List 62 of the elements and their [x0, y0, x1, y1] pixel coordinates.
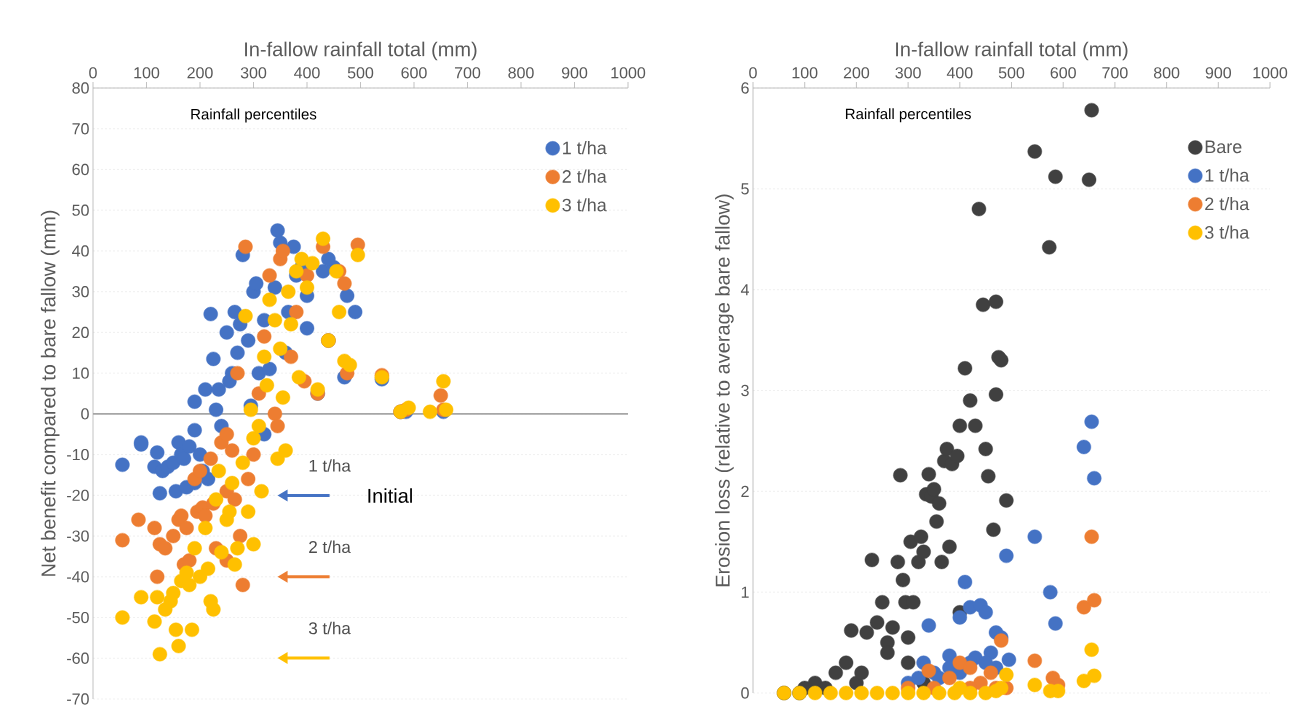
- legend-label: 2 t/ha: [1205, 197, 1250, 211]
- y-tick-label: 2: [741, 485, 749, 497]
- x-tick-label: 500: [347, 67, 374, 79]
- x-tick-label: 900: [1205, 67, 1232, 79]
- y-tick-label: 50: [72, 204, 89, 216]
- annotation: 2 t/ha: [309, 540, 351, 554]
- x-tick-label: 100: [134, 67, 160, 79]
- legend-label: 3 t/ha: [1204, 225, 1250, 239]
- x-tick-label: 600: [1050, 67, 1076, 79]
- legend-label: 1 t/ha: [1205, 168, 1250, 182]
- y-axis-title: Net benefit compared to bare fallow (mm): [40, 210, 60, 576]
- x-tick-label: 400: [946, 67, 973, 79]
- x-tick-label: 300: [240, 67, 267, 79]
- x-axis-title: In-fallow rainfall total (mm): [245, 41, 477, 61]
- y-tick-label: 10: [72, 367, 89, 379]
- y-tick-label: 4: [740, 284, 749, 296]
- annotation: Rainfall percentiles: [845, 108, 971, 123]
- x-axis-title: In-fallow rainfall total (mm): [896, 41, 1128, 61]
- annotation: 1 t/ha: [309, 459, 351, 472]
- x-tick-label: 800: [508, 67, 534, 79]
- x-tick-label: 200: [843, 67, 870, 79]
- y-tick-label: -40: [67, 571, 89, 583]
- y-tick-label: 3: [741, 384, 749, 397]
- y-tick-label: 0: [81, 408, 89, 420]
- y-tick-label: 30: [72, 286, 89, 298]
- y-tick-label: 70: [72, 123, 89, 135]
- annotation: 3 t/ha: [308, 621, 351, 635]
- y-tick-label: -20: [67, 489, 89, 502]
- y-tick-label: 1: [741, 586, 749, 598]
- x-tick-label: 200: [187, 67, 213, 79]
- x-tick-label: 100: [792, 67, 818, 79]
- y-tick-label: 60: [72, 163, 89, 176]
- y-tick-label: -10: [67, 448, 89, 461]
- legend-label: 3 t/ha: [562, 198, 607, 212]
- x-tick-label: 600: [401, 67, 427, 79]
- legend-label: 2 t/ha: [562, 169, 607, 183]
- x-tick-label: 700: [454, 67, 481, 79]
- y-tick-label: 0: [741, 687, 749, 699]
- x-tick-label: 700: [1102, 67, 1128, 79]
- x-tick-label: 300: [895, 67, 921, 79]
- x-tick-label: 1000: [611, 67, 646, 79]
- x-tick-label: 500: [998, 67, 1025, 79]
- y-tick-label: 40: [72, 245, 89, 257]
- x-tick-label: 0: [749, 67, 757, 79]
- legend-label: 1 t/ha: [563, 141, 607, 155]
- annotation: Initial: [368, 488, 412, 503]
- y-tick-label: 5: [741, 183, 749, 195]
- annotation: Rainfall percentiles: [191, 108, 317, 123]
- x-tick-label: 400: [294, 67, 320, 79]
- y-tick-label: -50: [67, 611, 89, 624]
- y-tick-label: -70: [67, 693, 89, 705]
- x-tick-label: 900: [561, 67, 588, 79]
- y-tick-label: -30: [67, 530, 89, 542]
- x-tick-label: 800: [1153, 67, 1180, 79]
- y-tick-label: -60: [67, 652, 89, 664]
- y-axis-title: Erosion loss (relative to average bare fallow): [715, 194, 734, 587]
- y-tick-label: 6: [741, 82, 749, 94]
- y-tick-label: 80: [72, 82, 89, 94]
- x-tick-label: 0: [89, 67, 97, 79]
- y-tick-label: 20: [72, 326, 89, 339]
- legend-label: Bare: [1205, 140, 1242, 154]
- x-tick-label: 1000: [1253, 67, 1288, 79]
